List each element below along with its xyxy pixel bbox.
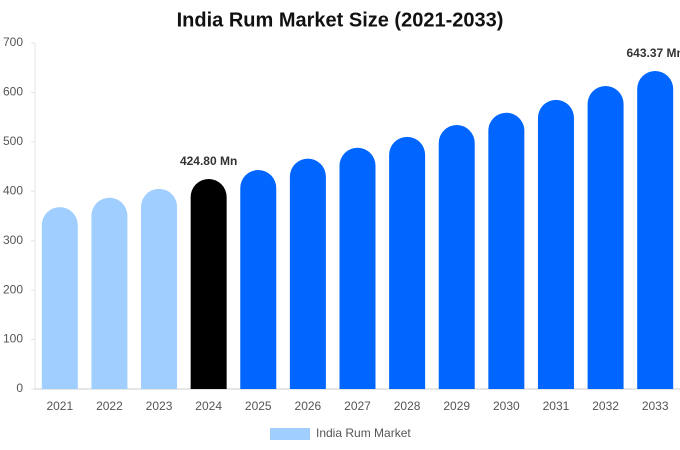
chart-title: India Rum Market Size (2021-2033) — [177, 9, 504, 31]
legend-swatch — [270, 428, 310, 440]
bar — [339, 147, 376, 389]
y-tick-label: 500 — [3, 134, 23, 148]
bar — [637, 70, 674, 390]
value-label: 424.80 Mn — [180, 154, 237, 168]
x-tick-label: 2028 — [394, 399, 421, 413]
x-tick-label: 2024 — [195, 399, 222, 413]
bar — [587, 86, 624, 389]
y-tick-label: 200 — [3, 282, 23, 296]
x-tick-label: 2023 — [146, 399, 173, 413]
bar — [91, 197, 128, 389]
x-tick-label: 2022 — [96, 399, 123, 413]
y-tick-label: 400 — [3, 183, 23, 197]
bar — [141, 188, 178, 389]
y-tick-label: 0 — [16, 381, 23, 395]
bar — [41, 207, 78, 389]
x-tick-label: 2033 — [642, 399, 669, 413]
bar — [537, 99, 574, 389]
x-tick-label: 2025 — [245, 399, 272, 413]
x-tick-label: 2029 — [443, 399, 470, 413]
bar — [389, 136, 426, 389]
x-tick-label: 2026 — [295, 399, 322, 413]
bar — [240, 170, 277, 389]
bar — [190, 179, 227, 389]
y-tick-label: 100 — [3, 332, 23, 346]
x-tick-label: 2031 — [543, 399, 570, 413]
bar — [488, 112, 525, 390]
value-label: 643.37 Mn — [627, 46, 680, 60]
x-tick-label: 2021 — [46, 399, 73, 413]
x-tick-label: 2027 — [344, 399, 371, 413]
x-tick-label: 2032 — [592, 399, 619, 413]
legend-label: India Rum Market — [316, 426, 411, 440]
bar — [438, 125, 475, 390]
bar — [289, 158, 326, 389]
y-tick-label: 600 — [3, 85, 23, 99]
y-tick-label: 700 — [3, 35, 23, 49]
x-tick-label: 2030 — [493, 399, 520, 413]
y-tick-label: 300 — [3, 233, 23, 247]
